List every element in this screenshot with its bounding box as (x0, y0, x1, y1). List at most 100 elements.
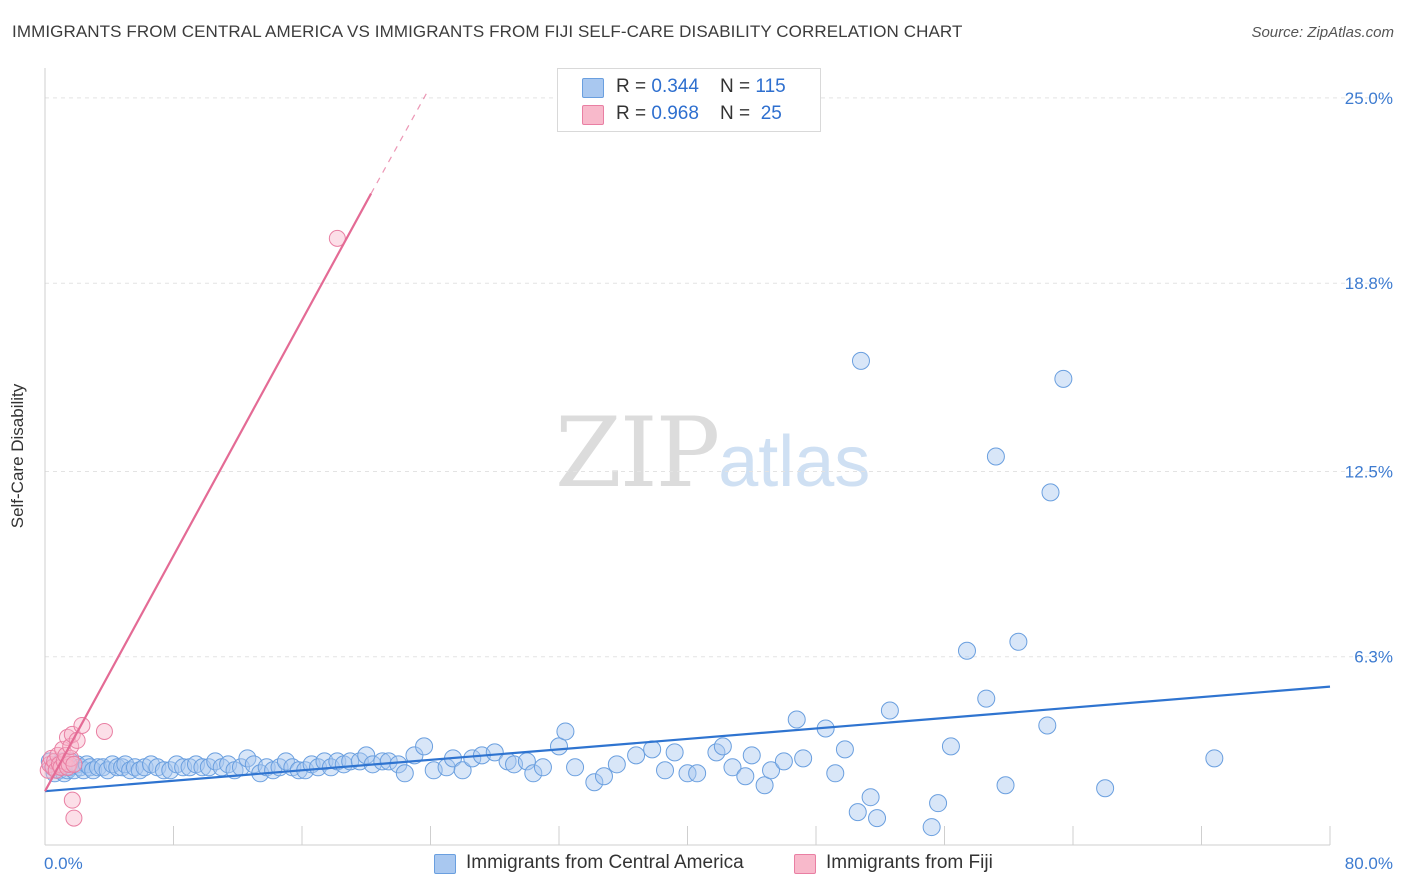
n-value: 115 (755, 76, 786, 97)
data-point-central-america (89, 758, 108, 777)
data-point-central-america (678, 764, 697, 783)
data-point-fiji (95, 722, 113, 740)
data-point-central-america (774, 752, 793, 771)
r-value: 0.968 (651, 103, 699, 124)
trend-line-fiji (44, 193, 373, 792)
data-point-central-america (415, 737, 434, 756)
y-tick-label: 12.5% (1345, 462, 1393, 481)
data-point-central-america (556, 722, 575, 741)
trend-line-central-america (44, 685, 1331, 793)
legend-swatch-central-america (434, 854, 456, 874)
data-point-central-america (996, 776, 1015, 795)
n-label: N = (720, 76, 756, 97)
data-point-central-america (688, 764, 707, 783)
data-point-central-america (787, 710, 806, 729)
trend-lines (44, 91, 1331, 793)
y-axis-label: Self-Care Disability (8, 383, 27, 529)
r-label: R = (616, 76, 652, 97)
data-point-central-america (1096, 779, 1115, 798)
data-point-central-america (524, 764, 543, 783)
data-point-central-america (1205, 749, 1224, 768)
data-point-central-america (835, 740, 854, 759)
data-point-central-america (607, 755, 626, 774)
axes (44, 68, 1331, 846)
tick-labels: 6.3% 12.5% 18.8% 25.0% 0.0% 80.0% (44, 89, 1393, 873)
trend-line-fiji-extension (370, 91, 428, 194)
y-tick-label: 25.0% (1345, 89, 1393, 108)
data-point-central-america (1041, 483, 1060, 502)
data-point-central-america (1038, 716, 1057, 735)
data-point-central-america (627, 746, 646, 765)
data-point-central-america (977, 689, 996, 708)
data-point-central-america (379, 752, 398, 771)
data-point-fiji (65, 755, 83, 773)
data-point-central-america (794, 749, 813, 768)
data-point-central-america (395, 764, 414, 783)
data-point-central-america (594, 767, 613, 786)
data-point-fiji (65, 809, 83, 827)
data-point-central-america (84, 761, 103, 780)
data-point-central-america (643, 740, 662, 759)
data-point-central-america (826, 764, 845, 783)
y-tick-label: 18.8% (1345, 274, 1393, 293)
data-point-central-america (485, 743, 504, 762)
data-point-central-america (861, 788, 880, 807)
data-point-central-america (357, 746, 376, 765)
chart-source: Source: ZipAtlas.com (1251, 24, 1394, 41)
data-point-central-america (103, 755, 122, 774)
legend-swatch-central-america (582, 78, 604, 98)
data-point-central-america (868, 809, 887, 828)
data-point-central-america (762, 761, 781, 780)
data-point-central-america (736, 767, 755, 786)
r-value: 0.344 (651, 76, 699, 97)
data-point-central-america (121, 761, 140, 780)
data-point-central-america (957, 641, 976, 660)
x-tick-label: 0.0% (44, 854, 83, 873)
n-value: 25 (760, 103, 782, 124)
data-point-central-america (713, 737, 732, 756)
data-point-fiji (328, 229, 346, 247)
x-tick-label: 80.0% (1345, 854, 1393, 873)
chart-title: IMMIGRANTS FROM CENTRAL AMERICA VS IMMIG… (12, 22, 963, 41)
data-point-central-america (566, 758, 585, 777)
watermark-atlas: atlas (718, 422, 871, 502)
data-point-central-america (98, 761, 117, 780)
data-point-central-america (463, 749, 482, 768)
data-point-central-america (550, 737, 568, 756)
data-point-central-america (93, 758, 112, 777)
legend-swatch-fiji (794, 854, 816, 874)
series-fiji-points (39, 229, 346, 827)
data-point-central-america (755, 776, 774, 795)
n-label: N = (720, 103, 756, 124)
data-point-central-america (665, 743, 684, 762)
r-label: R = (616, 103, 652, 124)
data-point-central-america (130, 761, 149, 780)
data-point-central-america (851, 351, 870, 370)
data-point-central-america (723, 758, 742, 777)
legend-swatch-fiji (582, 105, 604, 125)
data-point-central-america (656, 761, 675, 780)
data-point-fiji (63, 791, 81, 809)
watermark-zip: ZIP (555, 397, 720, 509)
y-tick-label: 6.3% (1354, 648, 1393, 667)
data-point-fiji (60, 755, 78, 773)
data-point-central-america (929, 794, 948, 813)
data-point-central-america (405, 746, 424, 765)
data-point-central-america (880, 701, 899, 720)
data-point-central-america (585, 773, 604, 792)
data-point-central-america (1054, 369, 1073, 388)
legend-label-central-america: Immigrants from Central America (466, 852, 744, 873)
data-point-central-america (742, 746, 761, 765)
data-point-central-america (986, 447, 1005, 466)
data-point-central-america (1009, 632, 1028, 651)
data-point-central-america (941, 737, 960, 756)
data-point-central-america (848, 803, 867, 822)
watermark: ZIPatlas (555, 405, 870, 502)
data-point-central-america (922, 818, 941, 837)
legend-label-fiji: Immigrants from Fiji (826, 852, 993, 873)
grid-lines (45, 97, 1380, 658)
data-point-central-america (453, 761, 472, 780)
series-central-america-points (40, 351, 1224, 837)
stats-legend: R = 0.344 N = 115 R = 0.968 N = 25 (557, 68, 821, 132)
